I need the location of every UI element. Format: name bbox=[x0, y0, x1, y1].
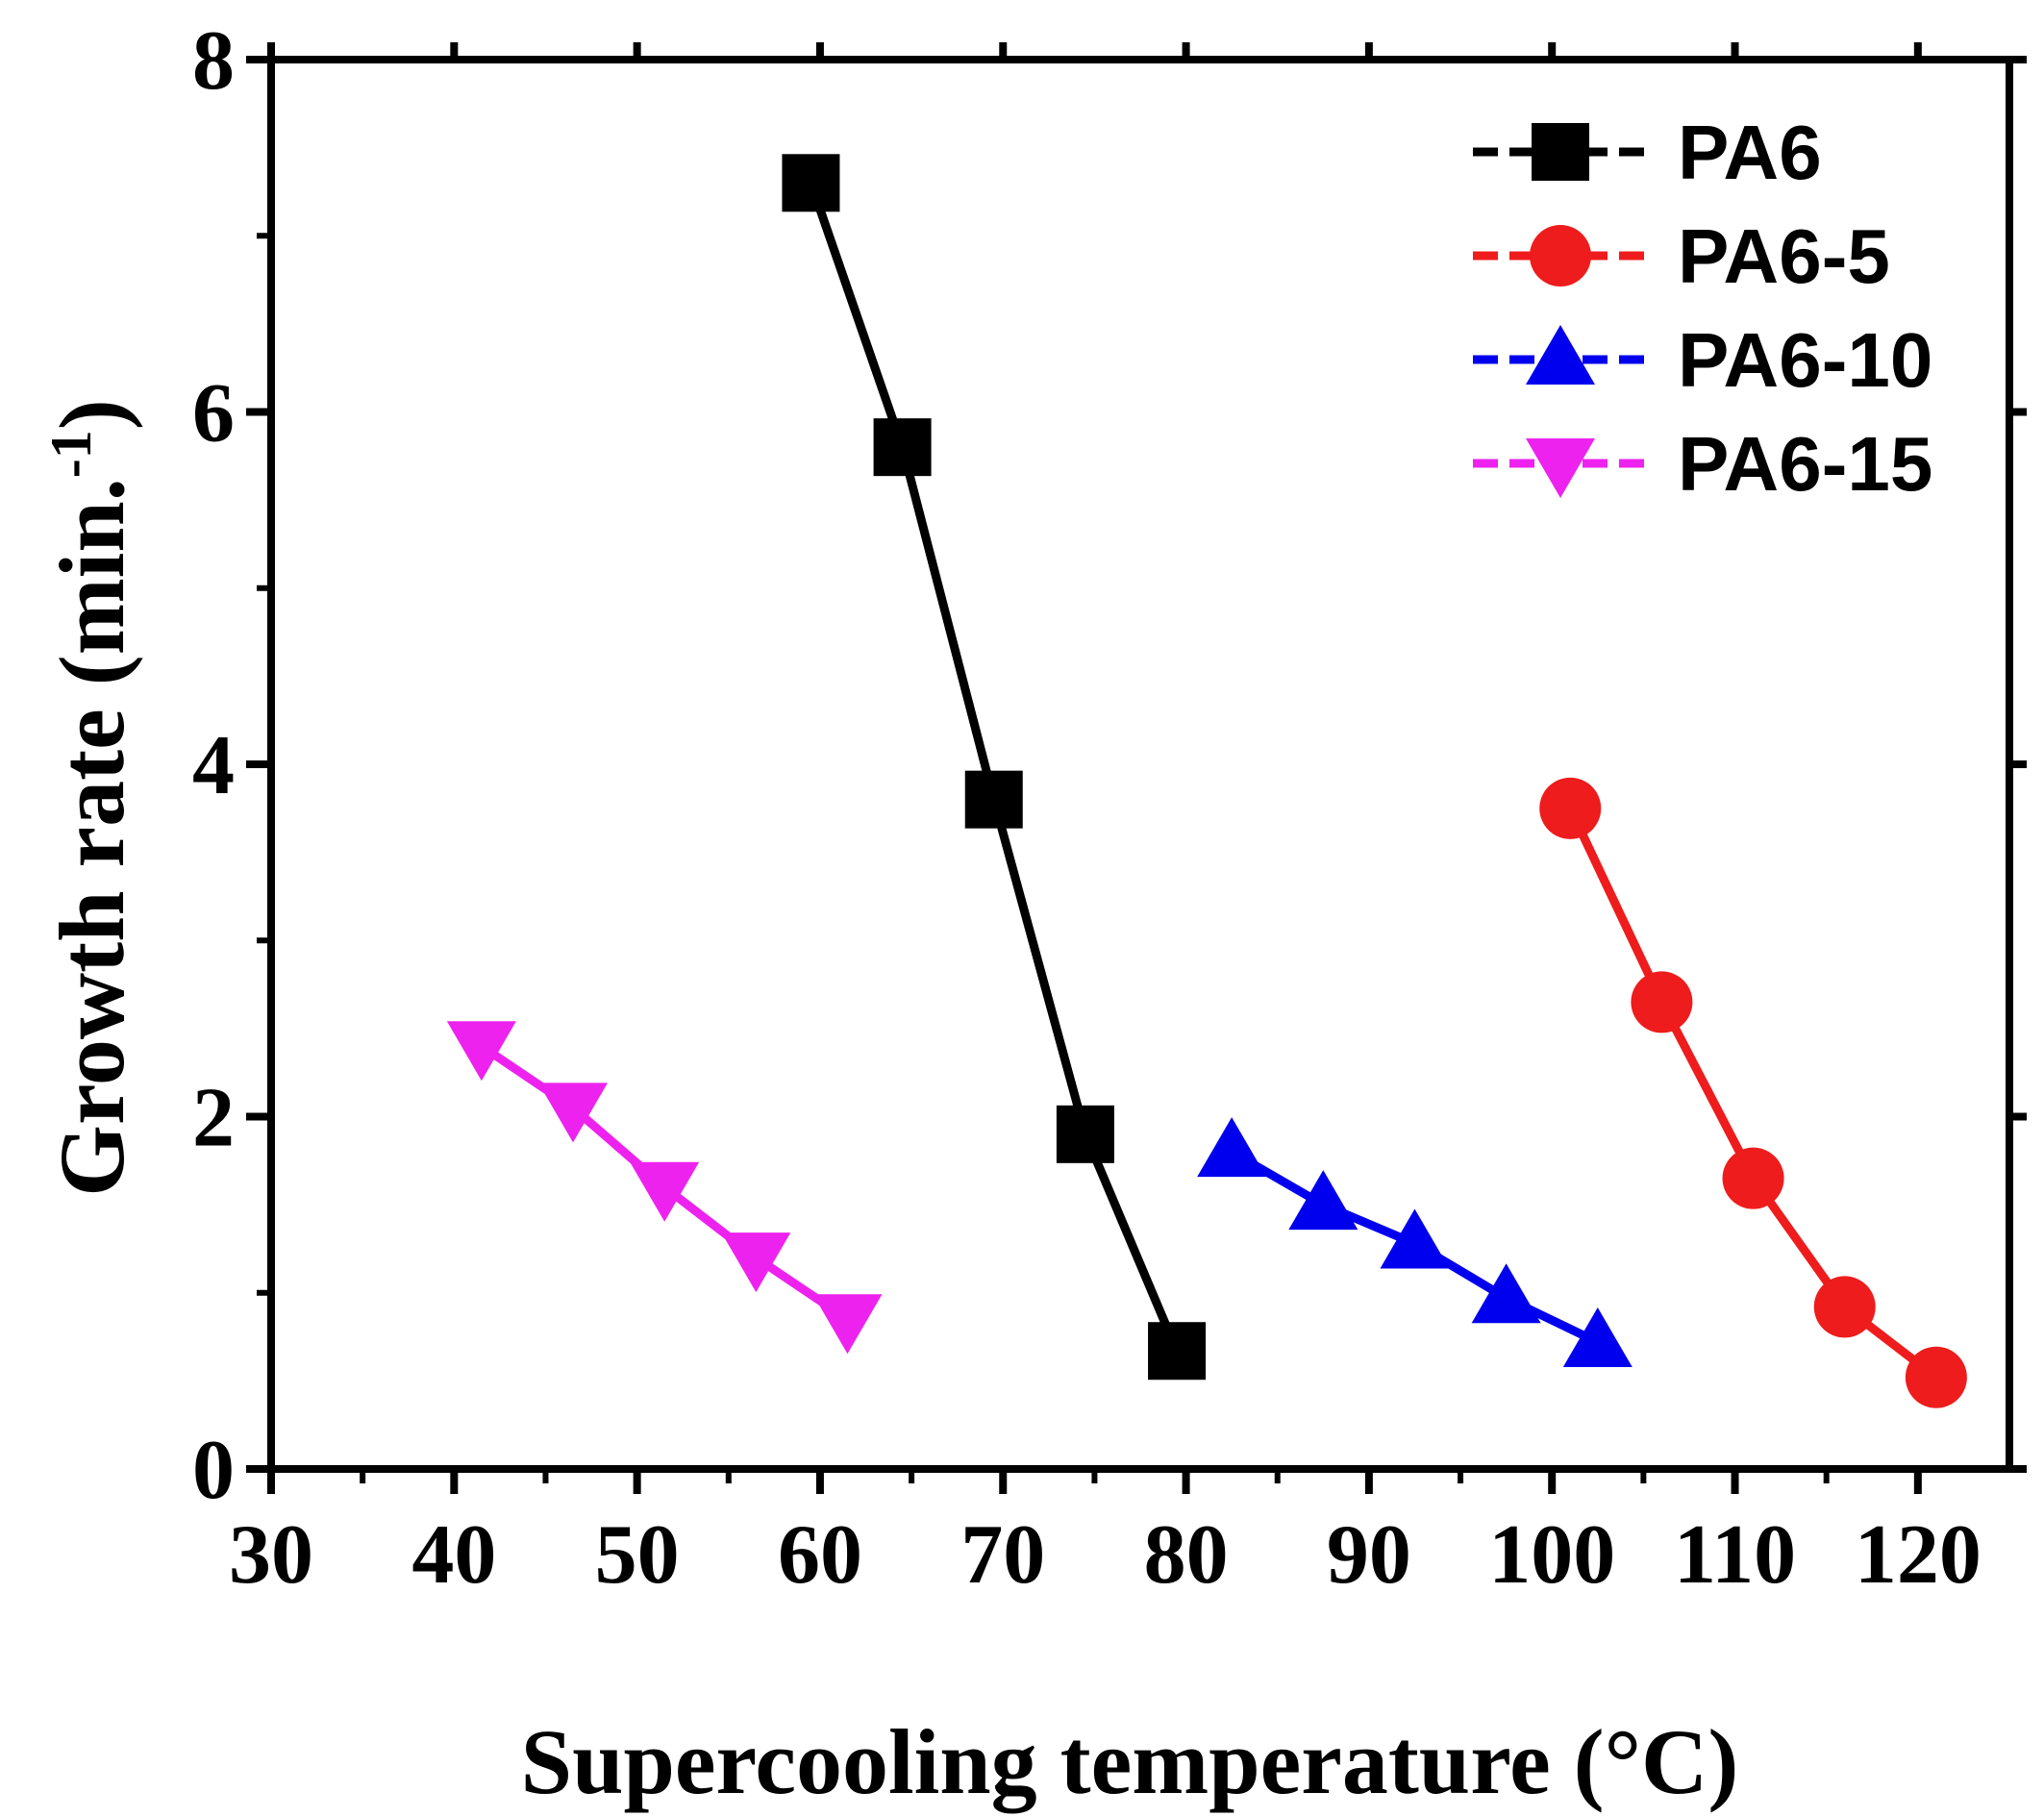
legend-label: PA6 bbox=[1678, 110, 1822, 195]
data-point bbox=[721, 1232, 791, 1293]
plot-area bbox=[446, 154, 1967, 1408]
series-pa6-10 bbox=[1197, 1117, 1633, 1368]
y-axis-title-close: ) bbox=[40, 399, 143, 430]
data-point bbox=[873, 418, 932, 477]
data-point bbox=[1471, 1263, 1541, 1324]
data-point bbox=[782, 154, 840, 212]
data-point bbox=[1905, 1346, 1967, 1408]
data-point bbox=[1539, 777, 1602, 839]
y-tick-label: 0 bbox=[192, 1424, 235, 1517]
data-point bbox=[446, 1021, 516, 1082]
legend-marker bbox=[1526, 438, 1595, 498]
x-tick-label: 120 bbox=[1855, 1508, 1982, 1602]
data-point bbox=[1148, 1322, 1207, 1381]
legend-item-pa6-5: PA6-5 bbox=[1473, 213, 1890, 299]
axes: 30 40 50 60 70 80 90 100 110 120 0 2 4 6 8 bbox=[192, 14, 2027, 1602]
legend: PA6 PA6-5 PA6-10 PA6-15 bbox=[1473, 110, 1932, 507]
data-point bbox=[1380, 1208, 1450, 1269]
data-point bbox=[1197, 1117, 1267, 1178]
data-point bbox=[1631, 971, 1693, 1033]
y-tick-label: 2 bbox=[192, 1072, 235, 1165]
data-point bbox=[630, 1161, 700, 1222]
data-point bbox=[1722, 1147, 1784, 1209]
y-axis-title-superscript: -1 bbox=[39, 430, 103, 478]
x-tick-label: 70 bbox=[960, 1508, 1045, 1602]
x-tick-label: 90 bbox=[1327, 1508, 1411, 1602]
series-pa6-5 bbox=[1539, 777, 1967, 1408]
data-point bbox=[1562, 1307, 1633, 1368]
data-point bbox=[538, 1083, 609, 1143]
data-point bbox=[1056, 1105, 1114, 1163]
x-axis-title: Supercooling temperature (°C) bbox=[521, 1710, 1739, 1813]
legend-item-pa6-10: PA6-10 bbox=[1473, 317, 1932, 403]
data-point bbox=[812, 1294, 883, 1355]
legend-marker bbox=[1526, 325, 1595, 385]
series-pa6 bbox=[782, 154, 1207, 1381]
y-axis-title-main: Growth rate (min. bbox=[40, 478, 143, 1196]
legend-marker bbox=[1532, 123, 1589, 181]
series-pa6-15 bbox=[446, 1021, 883, 1355]
y-tick-label: 4 bbox=[192, 719, 235, 812]
data-point bbox=[964, 770, 1023, 829]
x-tick-label: 110 bbox=[1674, 1508, 1796, 1602]
x-tick-label: 60 bbox=[778, 1508, 862, 1602]
legend-marker bbox=[1530, 225, 1591, 286]
x-tick-label: 50 bbox=[595, 1508, 680, 1602]
y-tick-label: 6 bbox=[192, 367, 235, 460]
series-line bbox=[807, 181, 1182, 1353]
legend-item-pa6: PA6 bbox=[1473, 110, 1822, 195]
series-line bbox=[1566, 806, 1939, 1381]
x-tick-label: 100 bbox=[1488, 1508, 1615, 1602]
legend-item-pa6-15: PA6-15 bbox=[1473, 421, 1932, 507]
x-tick-label: 80 bbox=[1144, 1508, 1229, 1602]
legend-label: PA6-5 bbox=[1678, 213, 1890, 299]
x-tick-label: 30 bbox=[229, 1508, 313, 1602]
x-tick-label: 40 bbox=[411, 1508, 496, 1602]
legend-label: PA6-15 bbox=[1678, 421, 1932, 507]
legend-label: PA6-10 bbox=[1678, 317, 1932, 403]
data-point bbox=[1288, 1170, 1359, 1231]
y-axis-title: Growth rate (min.-1) bbox=[39, 399, 143, 1196]
data-point bbox=[1813, 1276, 1876, 1338]
y-tick-label: 8 bbox=[192, 14, 235, 108]
